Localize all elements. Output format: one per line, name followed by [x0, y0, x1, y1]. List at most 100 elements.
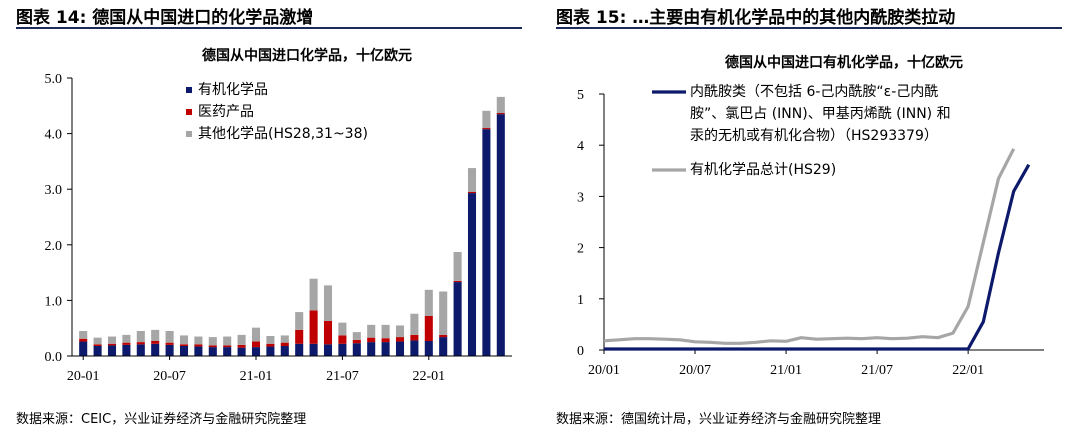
x-tick-label: 20/01: [588, 363, 620, 378]
bar-segment: [93, 337, 102, 345]
bar-segment: [280, 345, 289, 356]
bar-segment: [295, 343, 304, 356]
bar-segment: [266, 343, 275, 347]
figure-15-title-rule: [556, 27, 1062, 29]
chart-title: 德国从中国进口有机化学品，十亿欧元: [725, 54, 963, 71]
bar-segment: [295, 312, 304, 330]
figure-15-source: 数据来源：德国统计局，兴业证券经济与金融研究院整理: [556, 412, 882, 427]
bar-segment: [194, 336, 203, 345]
bar-segment: [266, 335, 275, 344]
bar-segment: [208, 347, 217, 356]
series-line-lactams: [604, 163, 1031, 351]
bar-segment: [410, 334, 419, 341]
x-tick-label: 20-07: [153, 369, 186, 384]
bar-segment: [165, 344, 174, 356]
x-tick-label: 21-07: [326, 369, 359, 384]
figure-14-source: 数据来源：CEIC，兴业证券经济与金融研究院整理: [16, 412, 307, 427]
series-line-organic-total: [603, 148, 1016, 345]
bar-segment: [453, 280, 462, 283]
bar-segment: [424, 340, 433, 356]
bar-segment: [237, 347, 246, 356]
bar-segment: [410, 313, 419, 335]
legend-label: 胺”、氯巴占 (INN)、甲基丙烯酰 (INN) 和: [690, 105, 951, 122]
bar-segment: [323, 344, 333, 356]
bar-segment: [280, 342, 289, 346]
bar-segment: [136, 330, 145, 343]
y-tick-label: 3: [577, 190, 584, 205]
bar-segment: [439, 291, 448, 335]
y-tick-label: 2: [577, 242, 584, 257]
bar-segment: [194, 346, 203, 356]
bar-segment: [323, 320, 333, 345]
bar-segment: [338, 343, 347, 356]
x-tick-label: 22/01: [952, 363, 984, 378]
legend-swatch: [186, 109, 192, 115]
bar-segment: [165, 342, 174, 345]
bar-segment: [251, 341, 261, 348]
x-tick-label: 21/07: [861, 363, 893, 378]
figure-14-title-rule: [16, 27, 522, 29]
bar-segment: [367, 324, 376, 338]
bar-segment: [136, 344, 145, 356]
bar-segment: [395, 337, 405, 342]
x-tick-label: 20-01: [67, 369, 100, 384]
bar-segment: [251, 347, 261, 356]
legend-swatch: [186, 87, 192, 93]
bar-segment: [79, 341, 88, 356]
bar-segment: [424, 289, 433, 316]
bar-segment: [237, 334, 246, 345]
bar-segment: [352, 332, 361, 340]
bar-segment: [496, 96, 505, 114]
figure-15-panel: 图表 15: …主要由有机化学品中的其他内酰胺类拉动 德国从中国进口有机化学品，…: [540, 0, 1080, 438]
bar-segment: [151, 343, 160, 356]
bar-segment: [237, 344, 246, 348]
figure-15-title: 图表 15: …主要由有机化学品中的其他内酰胺类拉动: [556, 8, 956, 28]
y-tick-label: 5.0: [45, 72, 63, 87]
bar-segment: [395, 341, 405, 356]
bar-segment: [79, 330, 88, 339]
bar-segment: [280, 335, 289, 343]
bar-segment: [79, 338, 88, 342]
bar-segment: [410, 340, 419, 356]
bar-segment: [482, 110, 491, 129]
bar-segment: [453, 252, 462, 281]
x-tick-label: 21-01: [240, 369, 273, 384]
bar-segment: [136, 342, 145, 345]
y-tick-label: 1.0: [45, 294, 63, 309]
bar-segment: [179, 345, 189, 356]
bar-segment: [223, 345, 232, 348]
legend-label: 有机化学品总计(HS29): [690, 162, 836, 178]
bar-segment: [295, 329, 304, 344]
stacked-bar-chart: 德国从中国进口化学品，十亿欧元 0.0 1.0 2.0 3.0 4.0 5.0 20-01 20…: [45, 47, 512, 384]
bar-segment: [381, 338, 390, 343]
bar-segment: [381, 342, 390, 356]
bar-segment: [424, 315, 433, 341]
legend-label: 汞的无机或有机化合物）（HS293379）: [690, 128, 938, 144]
chart-title: 德国从中国进口化学品，十亿欧元: [202, 47, 412, 64]
figure-14-panel: 图表 14: 德国从中国进口的化学品激增 德国从中国进口化学品，十亿欧元 0.0 1…: [16, 8, 522, 427]
y-tick-label: 3.0: [45, 183, 63, 198]
line-chart: 德国从中国进口有机化学品，十亿欧元 0 1 2 3 4 5 20/01 20/07 21/01 21…: [577, 54, 1044, 378]
bar-segment: [309, 343, 318, 356]
y-tick-label: 5: [577, 88, 584, 103]
legend-label: 有机化学品: [198, 82, 268, 98]
bar-segment: [107, 336, 117, 344]
bar-segment: [122, 334, 131, 343]
bar-segment: [439, 337, 448, 356]
bar-segment: [467, 191, 477, 194]
bar-segment: [381, 324, 390, 339]
bar-segment: [496, 114, 505, 356]
bar-segment: [208, 337, 217, 346]
bar-segment: [266, 346, 275, 356]
bar-segment: [496, 113, 505, 115]
bar-segment: [107, 345, 117, 356]
bar-segment: [122, 342, 131, 345]
bar-segment: [309, 310, 318, 344]
bar-segment: [251, 327, 261, 342]
bar-segment: [179, 344, 189, 346]
bar-segment: [338, 335, 347, 344]
bar-segment: [151, 329, 160, 341]
bar-segment: [107, 343, 117, 346]
y-tick-label: 0.0: [45, 350, 63, 365]
bar-segment: [165, 330, 174, 343]
